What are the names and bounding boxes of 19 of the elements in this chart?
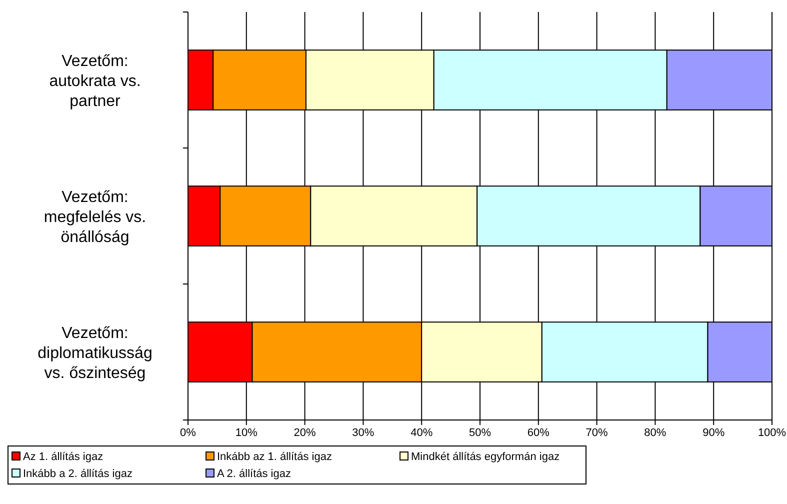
y-tick-label: Vezetőm: megfelelés vs. önállóság (44, 189, 146, 246)
x-tick-label: 10% (235, 426, 258, 439)
x-tick-label: 50% (468, 426, 492, 439)
x-tick-label: 70% (586, 426, 608, 439)
legend-label: Inkább az 1. állítás igaz (217, 451, 332, 463)
legend-label: Mindkét állítás egyformán igaz (411, 451, 560, 463)
x-tick-label: 60% (527, 426, 550, 439)
x-tick-label: 0% (180, 426, 196, 439)
x-tick-label: 80% (644, 426, 666, 439)
x-tick-label: 100% (758, 426, 786, 439)
x-tick-label: 40% (410, 426, 433, 439)
x-tick-label: 30% (352, 426, 374, 439)
legend-label: Inkább a 2. állítás igaz (23, 468, 132, 480)
x-tick-label: 20% (294, 426, 316, 439)
x-tick-label: 90% (702, 426, 725, 439)
y-tick-label: Vezetőm: diplomatikusság vs. őszinteség (38, 325, 152, 382)
legend-label: A 2. állítás igaz (217, 468, 291, 480)
legend-label: Az 1. állítás igaz (23, 451, 104, 463)
y-tick-label: Vezetőm: autokrata vs. partner (49, 53, 141, 110)
